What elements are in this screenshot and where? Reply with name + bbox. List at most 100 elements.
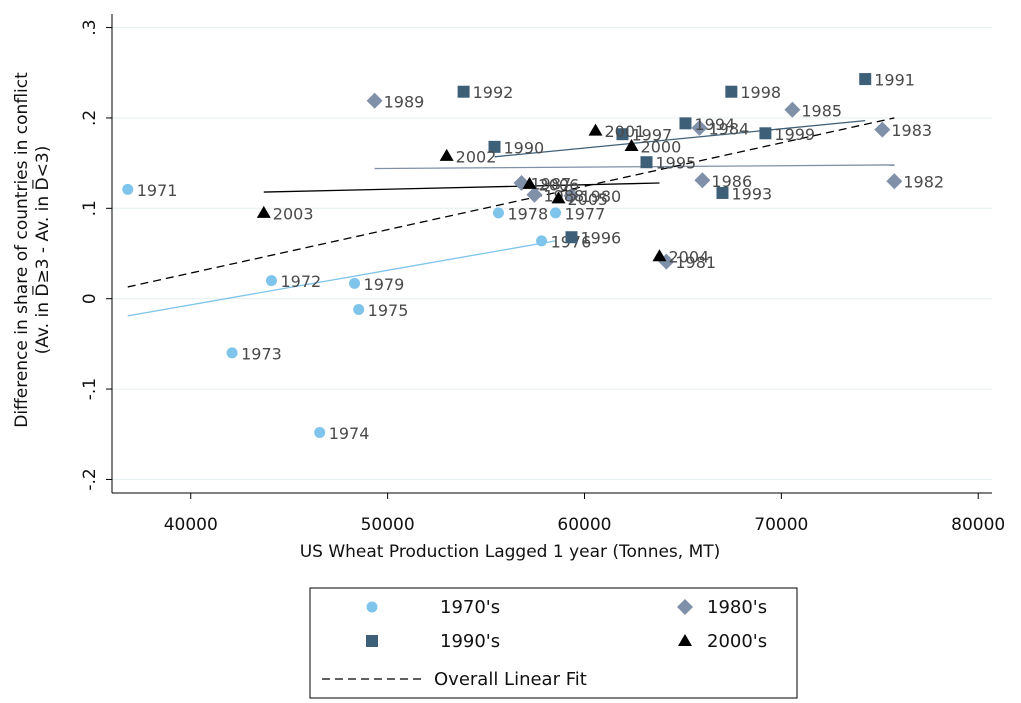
marker <box>859 73 872 86</box>
y-tick-label: -.2 <box>80 468 100 490</box>
legend-label: 2000's <box>707 631 767 652</box>
marker <box>677 599 693 615</box>
x-tick-label: 80000 <box>951 515 1005 535</box>
marker <box>759 127 772 140</box>
point-label: 1983 <box>891 121 932 140</box>
point-label: 1972 <box>280 272 321 291</box>
fit-line <box>374 164 895 170</box>
point-label: 1982 <box>903 173 944 192</box>
marker <box>122 183 134 195</box>
point-label: 1984 <box>708 119 749 138</box>
y-tick-label: .1 <box>80 200 100 216</box>
point-label: 1989 <box>384 92 425 111</box>
marker <box>439 148 454 161</box>
point-label: 2004 <box>668 248 709 267</box>
y-axis-label: Difference in share of countries in conf… <box>12 72 32 428</box>
marker <box>353 304 365 316</box>
point-label: 2003 <box>273 204 314 223</box>
marker <box>265 275 277 287</box>
legend-label: Overall Linear Fit <box>434 669 587 690</box>
marker <box>551 191 566 204</box>
y-tick-label: -.1 <box>80 378 100 400</box>
legend-label: 1990's <box>440 631 500 652</box>
point-label: 1994 <box>694 115 735 134</box>
point-label: 1974 <box>329 424 370 443</box>
legend-box <box>309 587 798 699</box>
x-axis-label: US Wheat Production Lagged 1 year (Tonne… <box>300 542 721 562</box>
marker <box>565 231 578 244</box>
x-tick-label: 60000 <box>557 515 611 535</box>
marker <box>874 121 891 138</box>
marker <box>886 173 903 190</box>
point-label: 1985 <box>801 101 842 120</box>
y-tick-label: 0 <box>80 293 100 304</box>
point-label: 1998 <box>740 83 781 102</box>
marker <box>526 186 543 203</box>
point-label: 1992 <box>473 83 514 102</box>
marker <box>366 601 378 613</box>
marker <box>725 85 738 98</box>
marker <box>536 235 548 247</box>
point-label: 1993 <box>731 184 772 203</box>
point-label: 2005 <box>567 190 608 209</box>
fit-line <box>494 119 866 158</box>
point-label: 1981 <box>675 253 716 272</box>
marker <box>679 117 692 130</box>
point-label: 1977 <box>565 204 606 223</box>
fit-line <box>127 240 556 317</box>
point-label: 1999 <box>774 125 815 144</box>
marker <box>492 207 504 219</box>
y-tick-label: .3 <box>80 19 100 35</box>
point-label: 2000 <box>641 137 682 156</box>
marker <box>366 635 378 647</box>
point-label: 2006 <box>539 175 580 194</box>
point-label: 1978 <box>507 204 548 223</box>
marker <box>784 101 801 118</box>
legend: 1970's 1980's 1990's 2000's Overall Linear F… <box>322 597 767 690</box>
point-label: 1986 <box>711 172 752 191</box>
fit-line <box>263 182 660 193</box>
legend-label: 1980's <box>707 597 767 618</box>
point-label: 1991 <box>874 71 915 90</box>
point-label: 1990 <box>504 138 545 157</box>
point-label: 1980 <box>580 187 621 206</box>
marker <box>640 156 653 169</box>
marker <box>457 85 470 98</box>
point-label: 1987 <box>530 175 571 194</box>
overall-fit-line <box>127 117 895 288</box>
point-label: 1996 <box>580 229 621 248</box>
marker <box>588 123 603 136</box>
marker <box>563 187 580 204</box>
marker <box>349 277 361 289</box>
marker <box>616 128 629 141</box>
marker <box>488 140 501 153</box>
marker <box>678 634 692 646</box>
point-label: 2001 <box>605 122 646 141</box>
point-label: 1997 <box>631 126 672 145</box>
point-label: 1995 <box>655 154 696 173</box>
marker <box>256 205 271 218</box>
point-label: 1979 <box>364 275 405 294</box>
x-tick-label: 50000 <box>361 515 415 535</box>
marker <box>691 119 708 136</box>
marker <box>522 176 537 189</box>
marker <box>694 172 711 189</box>
marker <box>226 347 238 359</box>
x-tick-label: 40000 <box>164 515 218 535</box>
point-label: 1971 <box>137 181 178 200</box>
marker <box>652 249 667 262</box>
point-label: 1973 <box>241 344 282 363</box>
point-label: 2002 <box>456 147 497 166</box>
y-axis-label: (Av. in D̅≥3 - Av. in D̅<3) <box>31 146 53 355</box>
marker <box>314 426 326 438</box>
marker <box>716 186 729 199</box>
y-tick-label: .2 <box>80 110 100 126</box>
marker <box>624 138 639 151</box>
marker <box>366 92 383 109</box>
marker <box>550 207 562 219</box>
legend-label: 1970's <box>440 597 500 618</box>
x-tick-label: 70000 <box>754 515 808 535</box>
point-label: 1975 <box>368 301 409 320</box>
